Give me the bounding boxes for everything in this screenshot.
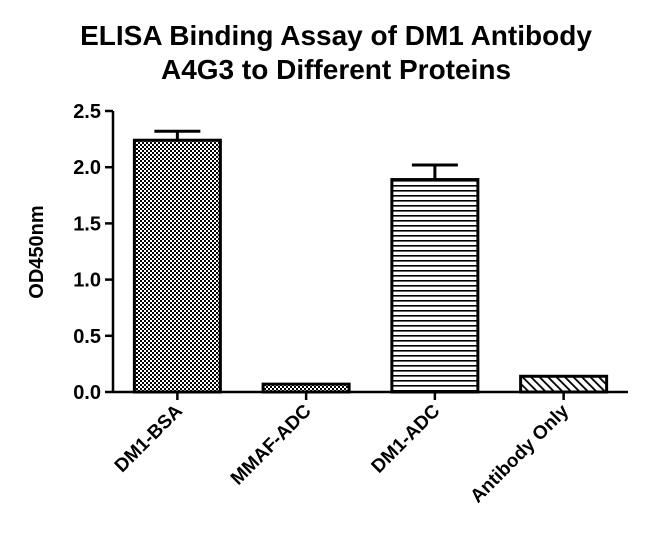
y-tick-label: 0.0 <box>73 382 101 404</box>
y-tick-label: 2.0 <box>73 157 101 179</box>
y-tick-label: 0.5 <box>73 326 101 348</box>
x-tick-label: DM1-BSA <box>111 400 187 476</box>
y-axis: 0.0 0.5 1.0 1.5 2.0 2.5 <box>73 101 115 404</box>
bar-dm1-bsa <box>132 138 222 394</box>
x-tick-label: DM1-ADC <box>368 400 445 477</box>
bar-antibody-only <box>519 374 609 394</box>
x-tick-label: Antibody Only <box>467 400 574 507</box>
x-axis: DM1-BSA MMAF-ADC DM1-ADC Antibody Only <box>111 390 628 507</box>
y-tick-label: 1.5 <box>73 213 101 235</box>
chart-title-line-1: ELISA Binding Assay of DM1 Antibody <box>80 20 592 51</box>
bars-group <box>132 138 609 394</box>
error-bars-group <box>154 129 458 180</box>
y-axis-label: OD450nm <box>26 205 48 298</box>
bar-dm1-adc <box>390 178 480 394</box>
x-tick-label: MMAF-ADC <box>227 400 316 489</box>
chart-title-line-2: A4G3 to Different Proteins <box>161 54 511 85</box>
y-tick-label: 2.5 <box>73 101 101 123</box>
y-tick-label: 1.0 <box>73 270 101 292</box>
